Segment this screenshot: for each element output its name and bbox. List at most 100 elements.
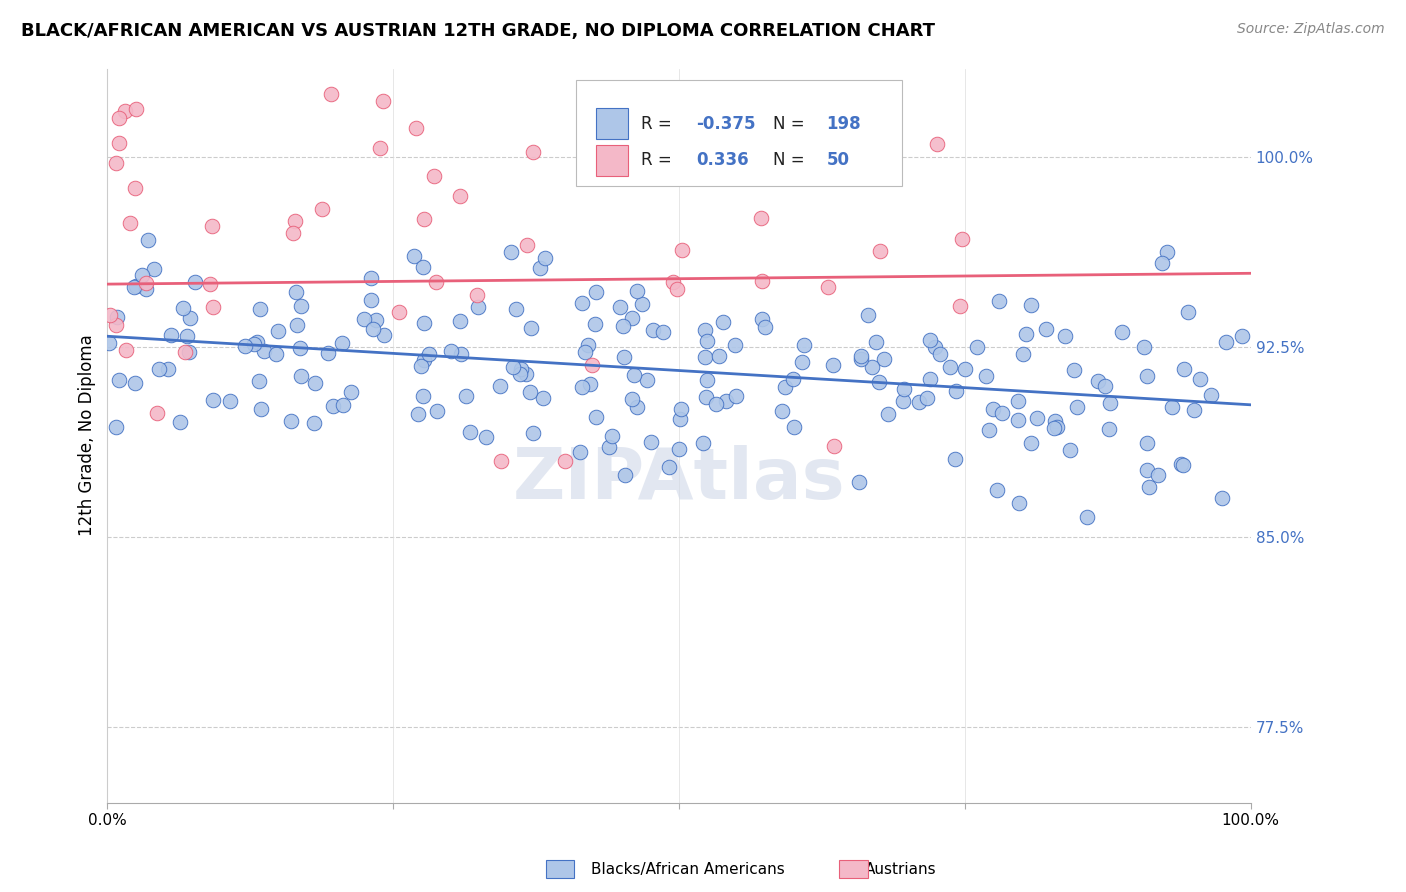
Point (505, 301, 527, 316)
Point (148, 361, 170, 376)
Point (360, 293, 382, 308)
Point (877, 407, 900, 421)
Point (657, 459, 679, 474)
Point (1019, 298, 1042, 312)
Text: N =: N = (773, 114, 810, 133)
Point (598, 441, 620, 455)
Point (782, 372, 804, 386)
Point (1232, 329, 1254, 343)
Point (284, 213, 307, 227)
Point (520, 320, 543, 334)
Point (651, 325, 673, 339)
Y-axis label: 12th Grade, No Diploma: 12th Grade, No Diploma (79, 334, 96, 536)
Point (366, 313, 388, 327)
Point (583, 317, 606, 331)
Point (406, 408, 429, 422)
Point (868, 376, 890, 390)
Point (450, 347, 472, 361)
Point (516, 237, 538, 252)
Point (668, 442, 690, 456)
Point (693, 350, 716, 364)
Point (574, 345, 596, 359)
Point (1156, 244, 1178, 259)
Point (418, 347, 440, 361)
Point (412, 352, 434, 367)
Point (172, 301, 194, 315)
Point (426, 404, 449, 418)
Point (174, 345, 197, 359)
Point (1199, 388, 1222, 402)
Point (950, 232, 973, 246)
Point (621, 311, 644, 326)
Point (264, 347, 287, 361)
Point (98, 308, 121, 322)
Point (319, 87, 342, 101)
Point (917, 392, 939, 406)
Point (253, 343, 276, 358)
Point (104, 156, 127, 170)
Point (948, 299, 970, 313)
Point (600, 429, 623, 443)
Point (449, 189, 471, 203)
Point (363, 322, 385, 336)
Point (250, 402, 273, 417)
Point (955, 361, 977, 376)
Point (600, 87, 623, 101)
Point (409, 359, 432, 373)
Point (104, 318, 127, 332)
Point (179, 310, 201, 325)
Point (122, 279, 145, 293)
Point (823, 439, 845, 453)
Point (939, 360, 962, 375)
Point (554, 454, 576, 468)
Point (1188, 372, 1211, 386)
Point (924, 340, 946, 354)
Text: -0.375: -0.375 (696, 114, 756, 133)
Point (135, 277, 157, 291)
Text: BLACK/AFRICAN AMERICAN VS AUSTRIAN 12TH GRADE, NO DIPLOMA CORRELATION CHART: BLACK/AFRICAN AMERICAN VS AUSTRIAN 12TH … (21, 22, 935, 40)
Point (716, 393, 738, 408)
Point (1019, 435, 1042, 450)
Point (640, 435, 662, 450)
Point (347, 821, 370, 835)
Point (124, 376, 146, 391)
Point (467, 300, 489, 314)
Point (131, 268, 153, 282)
Point (1161, 400, 1184, 414)
Point (1152, 256, 1174, 270)
Point (105, 310, 128, 325)
Point (388, 305, 411, 319)
Point (316, 346, 339, 360)
Point (918, 372, 941, 386)
Point (671, 243, 693, 257)
Point (1059, 442, 1081, 457)
Point (929, 347, 952, 361)
Point (1054, 328, 1077, 343)
Point (1063, 363, 1085, 377)
Point (515, 367, 537, 381)
Point (311, 202, 333, 216)
Point (243, 337, 266, 351)
Point (1094, 379, 1116, 393)
Point (749, 211, 772, 225)
Point (979, 423, 1001, 437)
Point (1087, 374, 1109, 388)
Point (1170, 457, 1192, 471)
Point (489, 454, 512, 468)
Point (125, 278, 148, 293)
Point (1136, 368, 1159, 383)
Point (1177, 305, 1199, 319)
Point (711, 315, 734, 329)
Point (966, 340, 988, 354)
Point (284, 285, 307, 299)
Point (856, 309, 879, 323)
Point (613, 350, 636, 364)
Point (626, 400, 648, 414)
Point (943, 451, 966, 466)
Point (605, 146, 627, 161)
Point (322, 399, 344, 413)
Point (669, 402, 692, 417)
Point (1015, 327, 1038, 342)
Point (440, 343, 463, 358)
Point (983, 401, 1005, 416)
